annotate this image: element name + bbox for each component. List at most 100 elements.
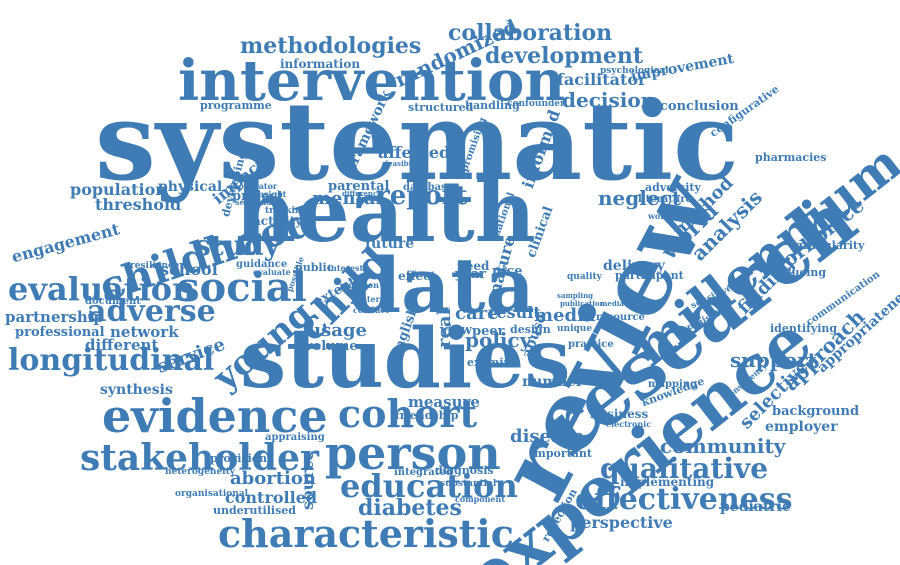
word-report: report bbox=[376, 181, 468, 211]
word-social: social bbox=[177, 264, 307, 311]
word-evaluation: evaluation bbox=[8, 270, 196, 308]
word-resilience: resilience bbox=[130, 261, 180, 271]
word-need: need bbox=[457, 259, 490, 273]
word-pharmacies: pharmacies bbox=[755, 151, 827, 164]
word-practice: practice bbox=[568, 339, 614, 350]
word-employer: employer bbox=[765, 419, 838, 435]
word-education: education bbox=[340, 467, 518, 505]
word-longitudinal: longitudinal bbox=[8, 343, 215, 378]
word-real: real bbox=[434, 308, 455, 348]
word-guidance: guidance bbox=[236, 259, 288, 270]
word-stakeholder: stakeholder bbox=[80, 437, 319, 479]
word-producing: producing bbox=[763, 266, 827, 279]
word-unique: unique bbox=[557, 324, 593, 334]
word-difference: difference bbox=[342, 189, 382, 198]
word-literature: literature bbox=[638, 194, 692, 205]
word-interest: interest bbox=[328, 263, 364, 273]
word-project: project bbox=[232, 189, 284, 204]
word-public: public bbox=[295, 261, 334, 274]
word-controlled: controlled bbox=[225, 488, 318, 507]
word-methodologies: methodologies bbox=[240, 33, 422, 59]
word-school: school bbox=[160, 260, 218, 279]
word-important: important bbox=[530, 447, 592, 460]
word-partnership: partnership bbox=[5, 308, 104, 326]
word-peer: peer bbox=[472, 324, 505, 339]
word-number: number bbox=[522, 374, 584, 390]
word-measure: measure bbox=[408, 393, 480, 411]
word-physical: physical bbox=[158, 179, 223, 195]
word-confounder: confounder bbox=[507, 99, 565, 109]
word-mapping: mapping bbox=[648, 379, 698, 390]
word-heterogeneity: heterogeneity bbox=[165, 467, 235, 477]
word-identifying: identifying bbox=[770, 322, 838, 335]
word-affected: affected bbox=[378, 143, 451, 162]
word-community: community bbox=[660, 434, 786, 458]
word-year: year bbox=[455, 267, 487, 282]
word-publication: publication bbox=[560, 299, 605, 308]
word-neglect: neglect bbox=[598, 186, 681, 210]
word-granularity: granularity bbox=[795, 239, 865, 252]
word-moderator: moderator bbox=[230, 181, 278, 191]
word-mediation: mediation bbox=[600, 299, 640, 308]
word-diagnosis: diagnosis bbox=[435, 464, 494, 477]
word-adversity: adversity bbox=[645, 181, 701, 194]
word-database: database bbox=[403, 182, 454, 193]
word-feasibility: feasibility bbox=[385, 159, 424, 168]
word-intervention: intervention bbox=[178, 48, 566, 114]
word-question: question bbox=[340, 280, 379, 290]
word-synthesis: synthesis bbox=[100, 382, 173, 398]
word-threshold: threshold bbox=[95, 195, 182, 214]
word-network: network bbox=[110, 323, 179, 341]
word-sampling: sampling bbox=[557, 291, 594, 300]
word-systematic: systematic bbox=[95, 79, 739, 205]
word-structured: structured bbox=[408, 101, 474, 114]
word-integrated: integrated bbox=[394, 467, 453, 478]
word-qualitative: qualitative bbox=[600, 452, 769, 485]
word-effectiveness: effectiveness bbox=[575, 482, 793, 517]
word-resource: resource bbox=[596, 312, 645, 323]
word-information: information bbox=[280, 57, 361, 71]
word-workshop: workshop bbox=[648, 211, 692, 221]
word-development: development bbox=[485, 43, 644, 69]
word-handling: handling bbox=[465, 99, 520, 112]
word-population: population bbox=[70, 180, 167, 199]
word-studies: studies bbox=[240, 311, 571, 407]
word-person: person bbox=[325, 426, 501, 480]
word-appraising: appraising bbox=[265, 432, 325, 443]
word-result: result bbox=[488, 303, 541, 322]
word-tracking: tracking bbox=[265, 206, 308, 216]
word-substantial: substantial bbox=[440, 479, 497, 489]
word-collaboration: collaboration bbox=[448, 20, 613, 46]
word-health: health bbox=[235, 162, 536, 261]
word-study: study bbox=[195, 229, 280, 262]
word-electronic: electronic bbox=[606, 419, 652, 429]
word-characteristic: characteristic bbox=[218, 511, 514, 556]
word-quality: quality bbox=[567, 272, 602, 282]
word-view: view bbox=[440, 323, 472, 338]
word-business: business bbox=[590, 407, 649, 421]
word-psychological: psychological bbox=[600, 66, 669, 76]
word-data: data bbox=[348, 241, 535, 330]
word-examine: examine bbox=[467, 356, 519, 369]
word-design: design bbox=[510, 323, 551, 336]
word-friendship: friendship bbox=[395, 409, 459, 422]
word-perspective: perspective bbox=[570, 513, 673, 532]
word-insight: insight bbox=[255, 189, 287, 199]
word-volume: volume bbox=[305, 339, 358, 354]
word-media: media bbox=[534, 305, 596, 326]
word-future: future bbox=[365, 236, 415, 252]
word-engagement: engagement bbox=[9, 219, 122, 267]
word-organisational: organisational bbox=[175, 489, 249, 499]
word-programme: programme bbox=[200, 99, 272, 112]
word-parental: parental bbox=[328, 179, 390, 194]
word-activity: activity bbox=[253, 214, 303, 228]
word-participant: participant bbox=[615, 269, 684, 282]
word-different: different bbox=[85, 336, 159, 354]
word-source: source bbox=[298, 450, 317, 510]
word-usage: usage bbox=[308, 320, 367, 341]
word-document: document bbox=[85, 296, 141, 307]
word-secondary: secondary bbox=[235, 197, 281, 207]
word-evidence: evidence bbox=[102, 389, 328, 443]
word-background: background bbox=[772, 404, 860, 419]
